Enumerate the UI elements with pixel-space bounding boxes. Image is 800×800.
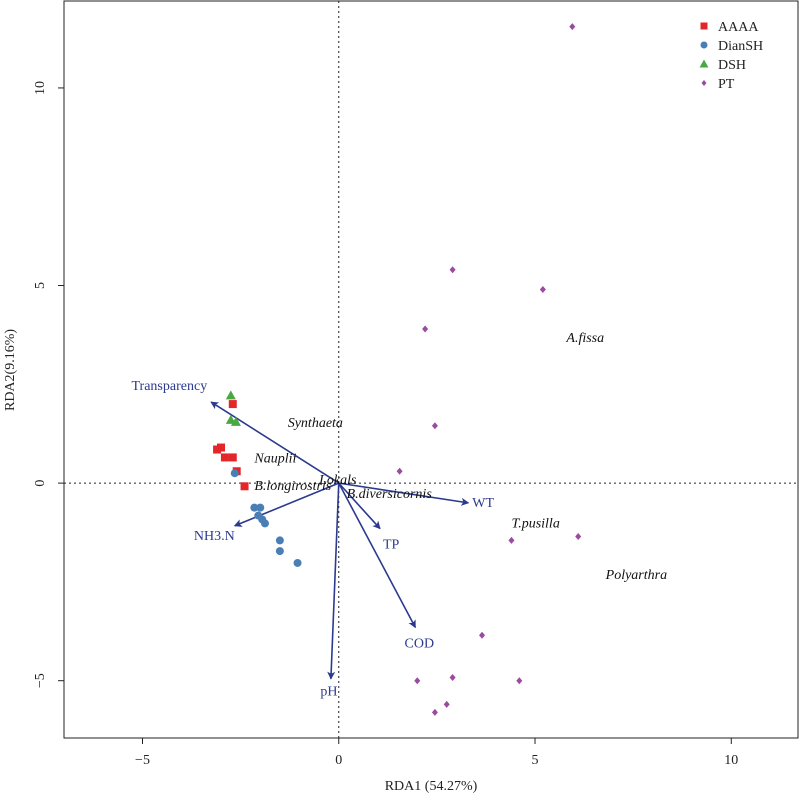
point-diansh bbox=[293, 558, 302, 567]
x-tick-label: 0 bbox=[335, 753, 342, 768]
point-pt bbox=[569, 23, 576, 31]
legend-marker bbox=[699, 59, 709, 68]
legend-marker bbox=[701, 80, 707, 86]
point-aaaa bbox=[217, 443, 226, 452]
species-label: A.fissa bbox=[565, 331, 604, 346]
y-tick-label: 5 bbox=[33, 282, 48, 289]
legend-marker bbox=[700, 41, 708, 49]
point-pt bbox=[422, 325, 429, 333]
legend-label: PT bbox=[718, 77, 735, 92]
species-label: T.pusilla bbox=[511, 517, 559, 532]
point-aaaa bbox=[220, 453, 229, 462]
point-pt bbox=[431, 422, 438, 430]
env-arrow-label: TP bbox=[383, 538, 400, 553]
x-tick-label: −5 bbox=[135, 753, 150, 768]
environmental-arrows: Transparency NH3.N WT TP COD pH bbox=[132, 379, 495, 700]
env-arrow bbox=[210, 401, 340, 484]
legend-label: AAAA bbox=[718, 20, 759, 35]
site-points bbox=[213, 23, 582, 716]
point-pt bbox=[443, 700, 450, 708]
env-arrow bbox=[338, 482, 417, 629]
point-diansh bbox=[275, 536, 284, 545]
point-pt bbox=[508, 536, 515, 544]
species-label: Polyarthra bbox=[605, 568, 667, 583]
species-label: B.longirostris bbox=[254, 479, 331, 494]
species-labels: A.fissa Synthaeta Nauplii B.longirostrisLok… bbox=[253, 331, 667, 583]
point-pt bbox=[449, 266, 456, 274]
point-pt bbox=[396, 467, 403, 475]
x-axis: −5 0 5 10 bbox=[135, 738, 738, 768]
species-label: Synthaeta bbox=[288, 416, 343, 431]
point-diansh bbox=[250, 503, 259, 512]
point-pt bbox=[539, 285, 546, 293]
point-diansh bbox=[230, 469, 239, 478]
env-arrow-label: NH3.N bbox=[194, 529, 235, 544]
legend-marker bbox=[700, 22, 708, 30]
point-aaaa bbox=[240, 482, 249, 491]
point-pt bbox=[431, 708, 438, 716]
y-tick-label: 0 bbox=[33, 480, 48, 487]
y-tick-label: −5 bbox=[33, 673, 48, 688]
env-arrow-label: pH bbox=[320, 685, 337, 700]
point-pt bbox=[449, 674, 456, 682]
point-pt bbox=[516, 677, 523, 685]
plot-frame bbox=[63, 0, 799, 739]
species-label: B.diversicornis bbox=[347, 487, 433, 502]
point-diansh bbox=[260, 519, 269, 528]
env-arrow-label: WT bbox=[472, 496, 494, 511]
species-label: Lokals bbox=[318, 473, 357, 488]
point-pt bbox=[479, 631, 486, 639]
x-axis-title: RDA1 (54.27%) bbox=[385, 779, 478, 794]
x-tick-label: 5 bbox=[532, 753, 539, 768]
env-arrow-label: Transparency bbox=[132, 379, 208, 394]
env-arrow-label: COD bbox=[405, 636, 435, 651]
legend-label: DSH bbox=[718, 58, 746, 73]
legend: AAAA DianSH DSH PT bbox=[699, 20, 763, 92]
point-aaaa bbox=[228, 453, 237, 462]
y-tick-label: 10 bbox=[33, 81, 48, 95]
env-arrow bbox=[233, 482, 340, 527]
y-axis: −5 0 5 10 bbox=[33, 81, 64, 688]
env-arrow bbox=[338, 482, 381, 530]
point-diansh bbox=[256, 503, 265, 512]
point-pt bbox=[414, 677, 421, 685]
point-dsh bbox=[225, 390, 236, 400]
species-label: Nauplii bbox=[253, 451, 296, 466]
env-arrow bbox=[338, 482, 470, 506]
point-pt bbox=[575, 532, 582, 540]
point-dsh bbox=[230, 416, 241, 426]
legend-label: DianSH bbox=[718, 39, 763, 54]
point-aaaa bbox=[228, 400, 237, 409]
point-diansh bbox=[275, 547, 284, 556]
y-axis-title: RDA2(9.16%) bbox=[3, 329, 18, 411]
zero-lines bbox=[64, 1, 798, 738]
x-tick-label: 10 bbox=[724, 753, 738, 768]
env-arrow bbox=[327, 483, 340, 680]
